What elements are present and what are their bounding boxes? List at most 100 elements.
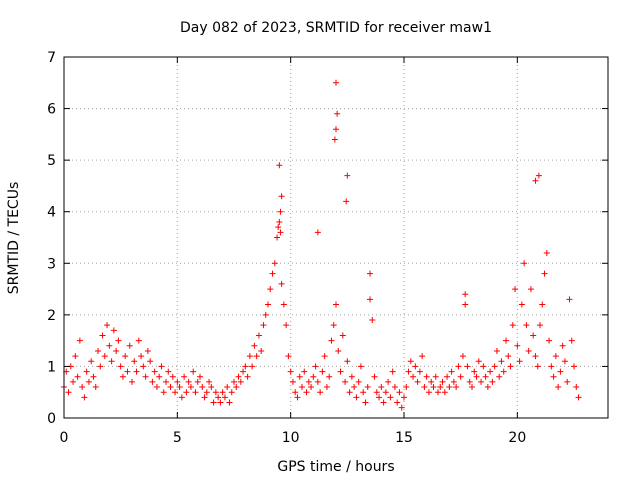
data-point (478, 378, 485, 385)
data-point (185, 378, 192, 385)
data-point (140, 363, 147, 370)
data-point (534, 363, 541, 370)
data-point (201, 394, 208, 401)
data-point (265, 301, 271, 308)
data-point (142, 373, 149, 380)
data-point (541, 270, 548, 277)
axis-ticks (63, 56, 608, 419)
data-point (169, 373, 176, 380)
y-axis-label: SRMTID / TECUs (6, 182, 22, 295)
data-point (305, 378, 312, 385)
data-point (346, 389, 353, 396)
data-point (414, 378, 421, 385)
data-point (212, 389, 219, 396)
data-point (208, 384, 215, 391)
data-point (108, 358, 115, 365)
data-point (403, 384, 410, 391)
data-point (255, 332, 262, 339)
data-point (274, 234, 281, 241)
data-point (351, 384, 358, 391)
data-point (101, 353, 108, 360)
data-point (421, 384, 428, 391)
data-point (246, 353, 253, 360)
data-point (210, 399, 217, 406)
data-point (287, 368, 294, 375)
data-point (144, 347, 151, 354)
data-point (439, 378, 446, 385)
x-tick-label: 5 (173, 430, 182, 446)
data-point (493, 347, 500, 354)
data-point (183, 389, 190, 396)
data-point (224, 384, 231, 391)
data-point (292, 389, 299, 396)
data-point (119, 373, 126, 380)
data-point (275, 224, 282, 231)
data-point (543, 249, 550, 256)
y-tick-label: 5 (47, 153, 56, 169)
data-point (430, 384, 437, 391)
data-point (441, 389, 448, 396)
data-point (453, 384, 460, 391)
data-point (228, 389, 235, 396)
data-point (156, 373, 163, 380)
data-point (135, 337, 142, 344)
data-point (317, 389, 324, 396)
data-point (575, 394, 582, 401)
y-tick-label: 6 (47, 102, 56, 118)
data-point (158, 363, 165, 370)
data-point (253, 353, 260, 360)
data-point (267, 286, 274, 293)
data-point (333, 126, 339, 133)
data-point (330, 322, 337, 329)
data-point (362, 399, 369, 406)
data-point (344, 172, 351, 179)
data-point (498, 358, 505, 365)
data-point (480, 363, 487, 370)
y-tick-labels: 0 1 2 3 4 5 6 7 (47, 50, 56, 427)
data-point (206, 378, 213, 385)
data-point (276, 162, 283, 169)
data-point (521, 260, 528, 267)
data-point (355, 378, 362, 385)
data-point (376, 394, 383, 401)
data-point (568, 337, 575, 344)
data-point (344, 358, 351, 365)
data-point (496, 373, 503, 380)
data-point (194, 378, 201, 385)
data-point (262, 311, 269, 318)
data-point (126, 342, 133, 349)
data-point (527, 286, 534, 293)
data-point (566, 296, 573, 303)
data-point (398, 404, 405, 411)
data-point (83, 368, 90, 375)
data-point (81, 394, 88, 401)
data-point (457, 373, 464, 380)
data-point (90, 373, 97, 380)
data-point (509, 322, 516, 329)
data-point (425, 389, 432, 396)
data-point (539, 301, 546, 308)
data-point (326, 373, 333, 380)
data-point (446, 384, 453, 391)
x-tick-label: 15 (395, 430, 413, 446)
data-point (217, 399, 224, 406)
data-point (283, 322, 290, 329)
data-point (369, 317, 376, 324)
data-point (190, 368, 197, 375)
data-point (153, 384, 160, 391)
data-point (319, 368, 326, 375)
data-point (473, 373, 480, 380)
data-point (559, 342, 566, 349)
data-point (333, 301, 339, 308)
data-point (459, 353, 466, 360)
data-point (391, 384, 398, 391)
data-point (428, 378, 435, 385)
data-point (333, 79, 339, 86)
data-point (389, 368, 396, 375)
data-point (221, 394, 228, 401)
data-point (530, 332, 537, 339)
data-point (557, 368, 564, 375)
data-point (500, 368, 507, 375)
data-point (484, 384, 491, 391)
